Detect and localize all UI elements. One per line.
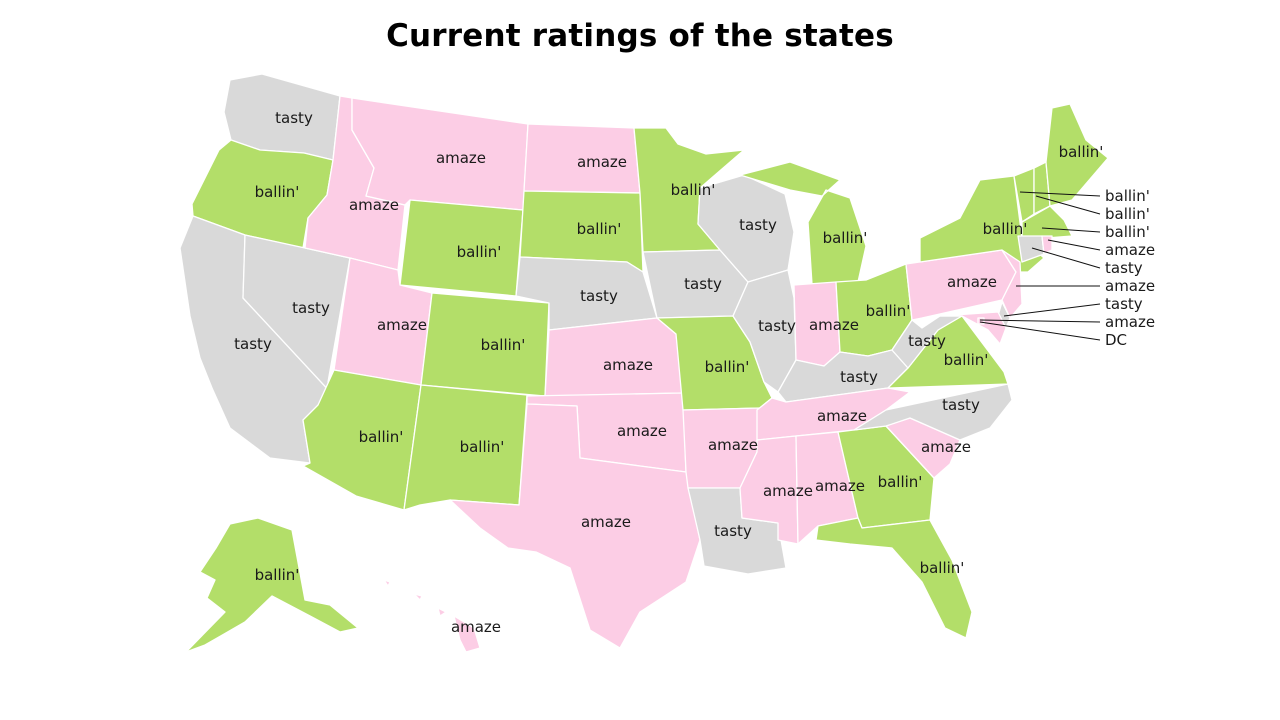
callout-ct: tasty xyxy=(1105,259,1143,277)
label-id: amaze xyxy=(349,196,399,214)
callout-vt: ballin' xyxy=(1105,187,1150,205)
label-nm: ballin' xyxy=(460,438,505,456)
label-ne: tasty xyxy=(580,287,618,305)
label-ks: amaze xyxy=(603,356,653,374)
label-co: ballin' xyxy=(481,336,526,354)
state-nc xyxy=(853,383,1013,441)
state-ak xyxy=(185,517,359,653)
label-la: tasty xyxy=(714,522,752,540)
callout-de: tasty xyxy=(1105,295,1143,313)
label-mo: ballin' xyxy=(705,358,750,376)
label-ok: amaze xyxy=(617,422,667,440)
label-mn: ballin' xyxy=(671,181,716,199)
label-ia: tasty xyxy=(684,275,722,293)
label-ny: ballin' xyxy=(983,220,1028,238)
label-ak: ballin' xyxy=(255,566,300,584)
callout-md: amaze xyxy=(1105,313,1155,331)
label-ca: tasty xyxy=(234,335,272,353)
leader-de xyxy=(1003,303,1101,317)
leader-ma xyxy=(1041,227,1101,233)
label-wy: ballin' xyxy=(457,243,502,261)
label-or: ballin' xyxy=(255,183,300,201)
leader-ct xyxy=(1031,247,1101,269)
label-il: tasty xyxy=(758,317,796,335)
state-fl xyxy=(815,517,973,639)
label-mi: ballin' xyxy=(823,229,868,247)
leader-nh xyxy=(1035,195,1101,215)
state-tx xyxy=(449,403,701,649)
state-or xyxy=(191,139,334,249)
label-wa: tasty xyxy=(275,109,313,127)
state-me xyxy=(1045,103,1109,207)
label-hi: amaze xyxy=(451,618,501,636)
leader-md xyxy=(979,319,1101,323)
label-nc: tasty xyxy=(942,396,980,414)
label-tx: amaze xyxy=(581,513,631,531)
label-ky: tasty xyxy=(840,368,878,386)
map-title: Current ratings of the states xyxy=(386,18,894,54)
label-mt: amaze xyxy=(436,149,486,167)
label-me: ballin' xyxy=(1059,143,1104,161)
leader-vt xyxy=(1019,191,1101,197)
label-wv: tasty xyxy=(908,332,946,350)
label-in: amaze xyxy=(809,316,859,334)
state-dc xyxy=(977,317,985,325)
callout-nj: amaze xyxy=(1105,277,1155,295)
label-oh: ballin' xyxy=(866,302,911,320)
label-az: ballin' xyxy=(359,428,404,446)
label-tn: amaze xyxy=(817,407,867,425)
label-nd: amaze xyxy=(577,153,627,171)
label-pa: amaze xyxy=(947,273,997,291)
state-ny xyxy=(919,175,1045,273)
state-hi xyxy=(383,579,481,653)
leader-dc xyxy=(979,321,1101,341)
label-ga: ballin' xyxy=(878,473,923,491)
callout-nh: ballin' xyxy=(1105,205,1150,223)
label-va: ballin' xyxy=(944,351,989,369)
label-ar: amaze xyxy=(708,436,758,454)
label-al: amaze xyxy=(815,477,865,495)
callout-dc: DC xyxy=(1105,331,1127,349)
label-fl: ballin' xyxy=(920,559,965,577)
callout-ri: amaze xyxy=(1105,241,1155,259)
leader-ri xyxy=(1047,239,1101,251)
callout-ma: ballin' xyxy=(1105,223,1150,241)
label-sd: ballin' xyxy=(577,220,622,238)
label-sc: amaze xyxy=(921,438,971,456)
label-ms: amaze xyxy=(763,482,813,500)
label-nv: tasty xyxy=(292,299,330,317)
label-wi: tasty xyxy=(739,216,777,234)
label-ut: amaze xyxy=(377,316,427,334)
